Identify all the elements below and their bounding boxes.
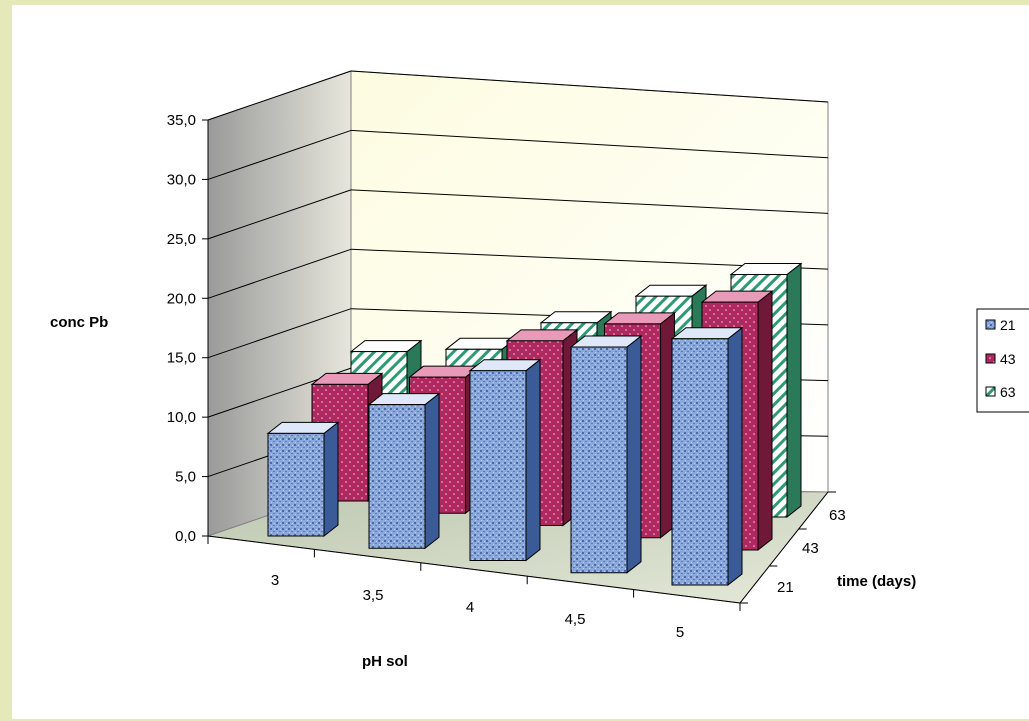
bar-side [786,262,802,519]
bar-front [570,346,628,574]
bars [266,262,803,587]
gridline-back [350,70,829,103]
bar-side [424,392,440,550]
bar-series-21-3,5 [367,392,441,550]
x-axis-line [207,535,741,604]
bar-series-21-4 [468,358,542,562]
legend-label: 63 [1000,384,1016,400]
axis-lines [207,120,829,604]
y-tick-labels: 0,0 5,0 10,0 15,0 20,0 25,0 30,0 35,0 [167,112,196,545]
z-tick-labels: 21 43 63 [740,491,846,604]
bar-side [323,421,339,538]
bar-series-21-3 [266,421,340,538]
legend-swatch [985,319,996,330]
x-tick-label: 5 [676,624,684,641]
bar-side [757,290,773,552]
z-tick-label: 21 [777,579,794,596]
legend-swatch [985,353,996,364]
gridline-back [350,189,829,214]
y-tick-label: 10,0 [167,409,196,426]
y-axis-label: conc Pb [50,314,108,331]
bar-series-21-4,5 [569,335,643,574]
bar-front [469,370,527,561]
y-tick-label: 35,0 [167,112,196,129]
gridline-back [350,129,829,159]
bar-side [626,335,642,574]
x-tick-labels: 3 3,5 4 4,5 5 [207,536,741,641]
y-tick-label: 30,0 [167,171,196,188]
bar-side [525,358,541,562]
bar-series-21-5 [670,326,744,587]
legend-label: 21 [1000,317,1016,333]
x-tick-label: 4 [466,599,474,616]
x-axis-label: pH sol [362,653,408,670]
x-tick-label: 4,5 [565,611,586,628]
z-tick-label: 43 [802,540,819,557]
x-tick-label: 3 [271,572,279,589]
legend-swatch [985,386,996,397]
x-tick-label: 3,5 [363,587,384,604]
y-tick-label: 20,0 [167,290,196,307]
y-tick-label: 5,0 [175,469,196,486]
z-tick-label: 63 [829,507,846,524]
bar-side [727,326,743,587]
bar-front [671,338,729,586]
gridline-side [207,189,352,240]
gridline-side [207,129,352,180]
gridline-side [207,248,352,299]
y-tick-label: 15,0 [167,350,196,367]
legend-label: 43 [1000,351,1016,367]
y-tick-label: 25,0 [167,231,196,248]
z-axis-label: time (days) [837,573,916,590]
bar-front [267,432,325,537]
gridline-side [207,308,352,359]
y-tick-label: 0,0 [175,528,196,545]
z-axis-line [739,491,829,604]
bar-front [368,404,426,549]
legend: 21 43 63 [976,308,1029,413]
gridline-side [207,70,352,121]
